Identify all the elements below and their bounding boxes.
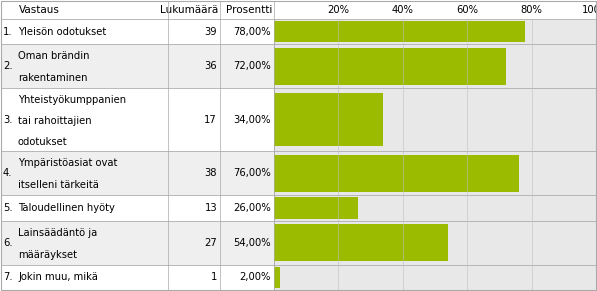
Text: 17: 17 [204, 115, 217, 125]
Bar [1, 151, 274, 195]
Text: 27: 27 [204, 237, 217, 248]
Bar [274, 19, 596, 45]
Bar [274, 21, 525, 42]
Text: Vastaus: Vastaus [19, 5, 60, 15]
Text: 13: 13 [204, 203, 217, 213]
Text: 36: 36 [204, 61, 217, 71]
Text: Lainsäädäntö ja: Lainsäädäntö ja [18, 228, 97, 237]
Text: 6.: 6. [3, 237, 13, 248]
Bar [274, 197, 358, 219]
Text: 20%: 20% [327, 5, 349, 15]
Text: Oman brändin: Oman brändin [18, 52, 90, 61]
Text: 1.: 1. [3, 27, 13, 37]
Text: 26,00%: 26,00% [233, 203, 271, 213]
Text: odotukset: odotukset [18, 137, 67, 147]
Bar [1, 45, 274, 88]
Bar [274, 88, 596, 151]
Text: määräykset: määräykset [18, 250, 77, 260]
Text: 80%: 80% [521, 5, 543, 15]
Bar [1, 1, 596, 19]
Bar [1, 88, 274, 151]
Bar [274, 48, 506, 85]
Text: itselleni tärkeitä: itselleni tärkeitä [18, 180, 99, 190]
Bar [274, 221, 596, 265]
Text: Yhteistyökumppanien: Yhteistyökumppanien [18, 95, 126, 105]
Bar [1, 265, 274, 290]
Text: rakentaminen: rakentaminen [18, 73, 88, 84]
Bar [274, 151, 596, 195]
Text: 1: 1 [211, 272, 217, 282]
Text: 78,00%: 78,00% [233, 27, 271, 37]
Bar [274, 93, 383, 146]
Bar [1, 19, 274, 45]
Text: 34,00%: 34,00% [233, 115, 271, 125]
Bar [1, 195, 274, 221]
Text: Taloudellinen hyöty: Taloudellinen hyöty [18, 203, 115, 213]
Text: 5.: 5. [3, 203, 13, 213]
Bar [274, 224, 448, 261]
Text: Jokin muu, mikä: Jokin muu, mikä [18, 272, 98, 282]
Text: Ympäristöasiat ovat: Ympäristöasiat ovat [18, 158, 118, 168]
Bar [274, 195, 596, 221]
Text: 39: 39 [204, 27, 217, 37]
Text: tai rahoittajien: tai rahoittajien [18, 116, 91, 126]
Bar [274, 155, 519, 192]
Text: 100%: 100% [582, 5, 597, 15]
Bar [1, 221, 274, 265]
Bar [274, 265, 596, 290]
Text: Yleisön odotukset: Yleisön odotukset [18, 27, 106, 37]
Text: 4.: 4. [3, 168, 13, 178]
Text: Prosentti: Prosentti [226, 5, 272, 15]
Text: 76,00%: 76,00% [233, 168, 271, 178]
Text: 2,00%: 2,00% [239, 272, 271, 282]
Bar [274, 267, 281, 288]
Text: 54,00%: 54,00% [233, 237, 271, 248]
Text: 38: 38 [205, 168, 217, 178]
Text: 3.: 3. [3, 115, 13, 125]
Text: 2.: 2. [3, 61, 13, 71]
Bar [274, 45, 596, 88]
Text: 40%: 40% [392, 5, 414, 15]
Text: 60%: 60% [456, 5, 478, 15]
Text: 72,00%: 72,00% [233, 61, 271, 71]
Text: Lukumäärä: Lukumäärä [160, 5, 218, 15]
Text: 7.: 7. [3, 272, 13, 282]
